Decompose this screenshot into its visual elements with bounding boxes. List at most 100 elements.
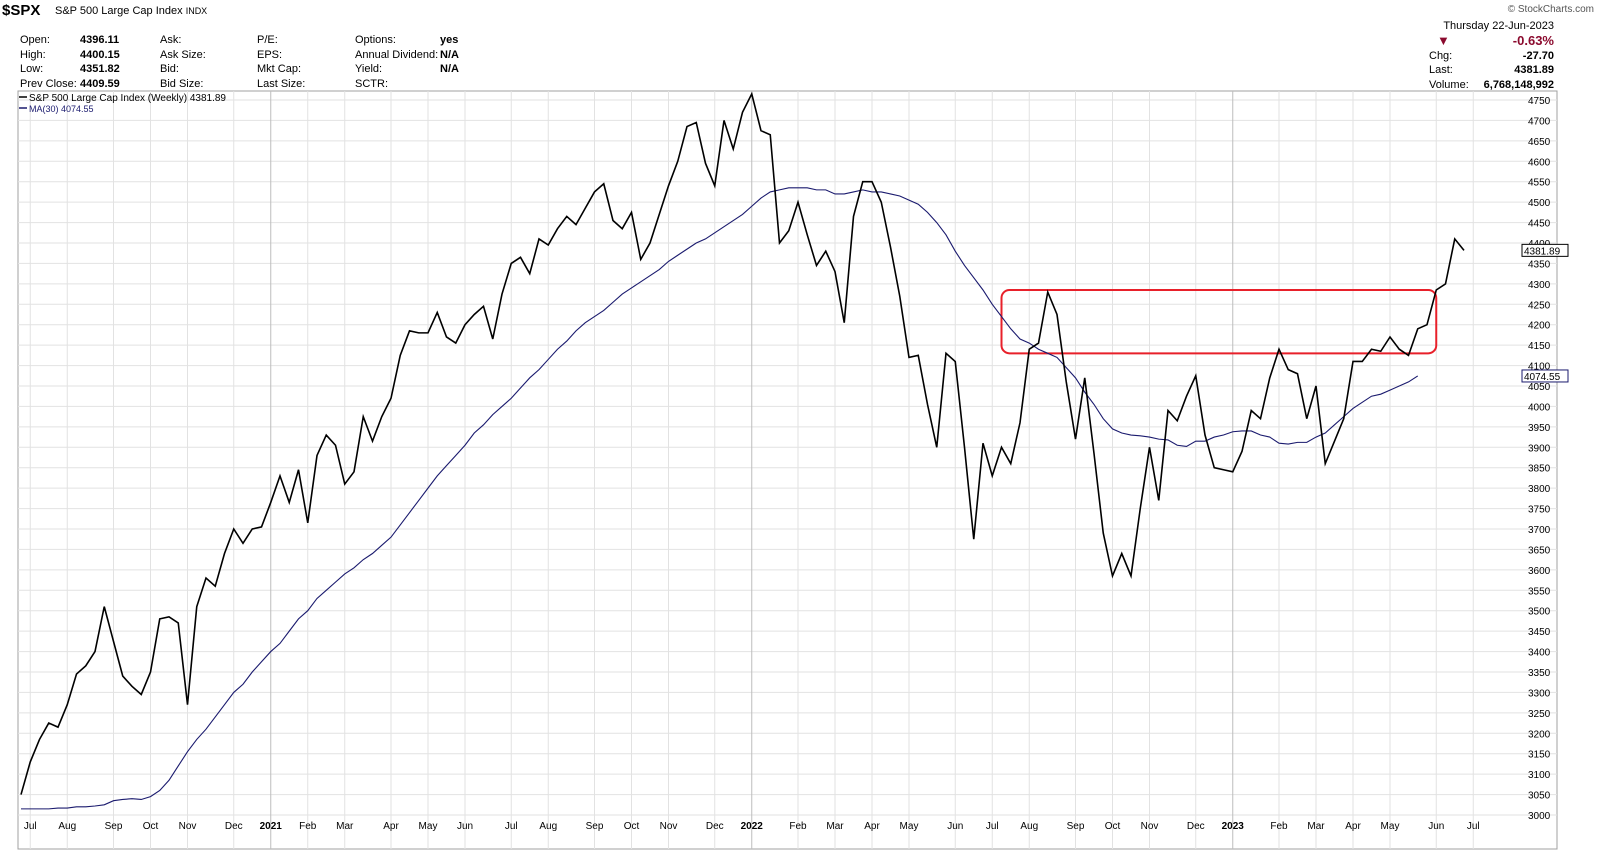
symbol-title: $SPX: [2, 2, 41, 19]
y-tick-label: 3450: [1528, 627, 1551, 638]
pct-change-row: ▼ -0.63%: [1429, 32, 1554, 49]
pct-change: -0.63%: [1512, 32, 1554, 48]
quote-bid-size: Bid Size:: [160, 77, 204, 90]
quote-col-4: Options: yes Annual Dividend: N/A Yield: N/…: [355, 33, 459, 91]
quote-col-2: Ask: Ask Size: Bid: Bid Size:: [160, 33, 206, 91]
x-tick-label: Jul: [505, 821, 518, 832]
series-layer: [20, 91, 1465, 810]
x-tick-label: Mar: [336, 821, 354, 832]
quote-bid: Bid:: [160, 63, 179, 75]
y-tick-label: 4500: [1528, 198, 1551, 209]
x-tick-label: May: [1381, 821, 1400, 832]
y-tick-label: 4150: [1528, 341, 1551, 352]
quote-last-size: Last Size:: [257, 77, 306, 90]
quote-pe: P/E:: [257, 34, 278, 46]
x-tick-label: Nov: [1141, 821, 1159, 832]
y-tick-label: 4750: [1528, 96, 1551, 107]
x-tick-label: 2023: [1222, 821, 1245, 832]
x-tick-label: May: [900, 821, 919, 832]
x-tick-label: Dec: [1187, 821, 1205, 832]
x-tick-label: Apr: [864, 821, 880, 832]
y-tick-label: 3350: [1528, 668, 1551, 679]
x-tick-label: Feb: [299, 821, 317, 832]
y-tick-label: 3850: [1528, 464, 1551, 475]
x-tick-label: 2021: [260, 821, 283, 832]
index-name-text: S&P 500 Large Cap Index: [55, 5, 183, 17]
y-tick-label: 4450: [1528, 219, 1551, 230]
y-tick-label: 4300: [1528, 280, 1551, 291]
x-tick-label: Sep: [1067, 821, 1085, 832]
down-triangle-icon: ▼: [1437, 32, 1450, 48]
y-tick-label: 4050: [1528, 382, 1551, 393]
x-axis: Jul Aug Sep Oct Nov Dec 2021 Feb Mar Apr May Jun Jul…: [24, 821, 1480, 832]
y-tick-label: 3250: [1528, 709, 1551, 720]
y-tick-label: 4600: [1528, 157, 1551, 168]
y-tick-label: 3800: [1528, 484, 1551, 495]
y-tick-label: 3200: [1528, 729, 1551, 740]
quote-prev-close: Prev Close: 4409.59: [20, 77, 120, 90]
y-tick-label: 3600: [1528, 566, 1551, 577]
quote-dividend: Annual Dividend: N/A: [355, 48, 459, 61]
quote-low: Low: 4351.82: [20, 63, 120, 75]
index-name: S&P 500 Large Cap Index INDX: [55, 5, 207, 17]
x-tick-label: Jun: [457, 821, 473, 832]
quote-sctr: SCTR:: [355, 77, 388, 90]
quote-eps: EPS:: [257, 48, 283, 61]
x-tick-label: Nov: [179, 821, 197, 832]
y-tick-label: 4100: [1528, 362, 1551, 373]
x-tick-label: Oct: [1105, 821, 1121, 832]
brand-watermark: © StockCharts.com: [1507, 4, 1594, 15]
quote-open: Open: 4396.11: [20, 34, 120, 46]
x-tick-label: Jul: [24, 821, 37, 832]
x-tick-label: Feb: [789, 821, 807, 832]
x-tick-label: 2022: [741, 821, 764, 832]
y-tick-label: 4550: [1528, 178, 1551, 189]
last-price-tag: 4381.89: [1524, 246, 1561, 257]
y-axis: 3000 3050 3100 3150 3200 3250 3300 3350 3400 3450…: [1521, 96, 1569, 822]
y-tick-label: 3150: [1528, 750, 1551, 761]
y-tick-label: 4650: [1528, 137, 1551, 148]
x-tick-label: Mar: [1307, 821, 1325, 832]
y-tick-label: 3950: [1528, 423, 1551, 434]
y-tick-label: 4400: [1528, 239, 1551, 250]
y-tick-label: 3650: [1528, 545, 1551, 556]
last-price-tag-box: [1521, 243, 1569, 257]
y-tick-label: 3900: [1528, 443, 1551, 454]
legend: S&P 500 Large Cap Index (Weekly) 4381.89…: [19, 93, 226, 114]
quote-mkt-cap: Mkt Cap:: [257, 63, 302, 75]
x-tick-label: Oct: [624, 821, 640, 832]
highlight-box: [1000, 288, 1438, 355]
legend-label: S&P 500 Large Cap Index (Weekly) 4381.89: [29, 93, 226, 104]
x-tick-label: May: [419, 821, 438, 832]
y-tick-label: 3750: [1528, 505, 1551, 516]
ma30-line: [21, 187, 1419, 810]
x-tick-label: Sep: [105, 821, 123, 832]
quote-ask-size: Ask Size:: [160, 48, 206, 61]
y-tick-label: 3700: [1528, 525, 1551, 536]
x-tick-label: Apr: [383, 821, 399, 832]
x-tick-label: Aug: [1020, 821, 1038, 832]
x-tick-label: Mar: [826, 821, 844, 832]
x-tick-label: Oct: [143, 821, 159, 832]
legend-label: MA(30) 4074.55: [29, 104, 94, 114]
y-tick-label: 4000: [1528, 402, 1551, 413]
x-tick-label: Dec: [225, 821, 243, 832]
x-tick-label: Aug: [539, 821, 557, 832]
y-tick-label: 3400: [1528, 648, 1551, 659]
grid: [18, 91, 1557, 849]
quote-yield: Yield: N/A: [355, 63, 459, 75]
x-tick-label: Apr: [1345, 821, 1361, 832]
x-tick-label: Aug: [58, 821, 76, 832]
volume-row: Volume: 6,768,148,992: [1429, 78, 1554, 91]
y-tick-label: 3050: [1528, 791, 1551, 802]
exchange-label: INDX: [185, 6, 208, 16]
y-tick-label: 3500: [1528, 607, 1551, 618]
x-tick-label: Jun: [1428, 821, 1444, 832]
quote-col-3: P/E: EPS: Mkt Cap: Last Size:: [257, 33, 305, 91]
quote-col-1: Open: 4396.11 High: 4400.15 Low: 4351.82 Pr…: [20, 33, 120, 91]
y-tick-label: 3300: [1528, 688, 1551, 699]
y-tick-label: 4200: [1528, 321, 1551, 332]
y-tick-label: 3550: [1528, 586, 1551, 597]
price-line: [20, 91, 1465, 795]
